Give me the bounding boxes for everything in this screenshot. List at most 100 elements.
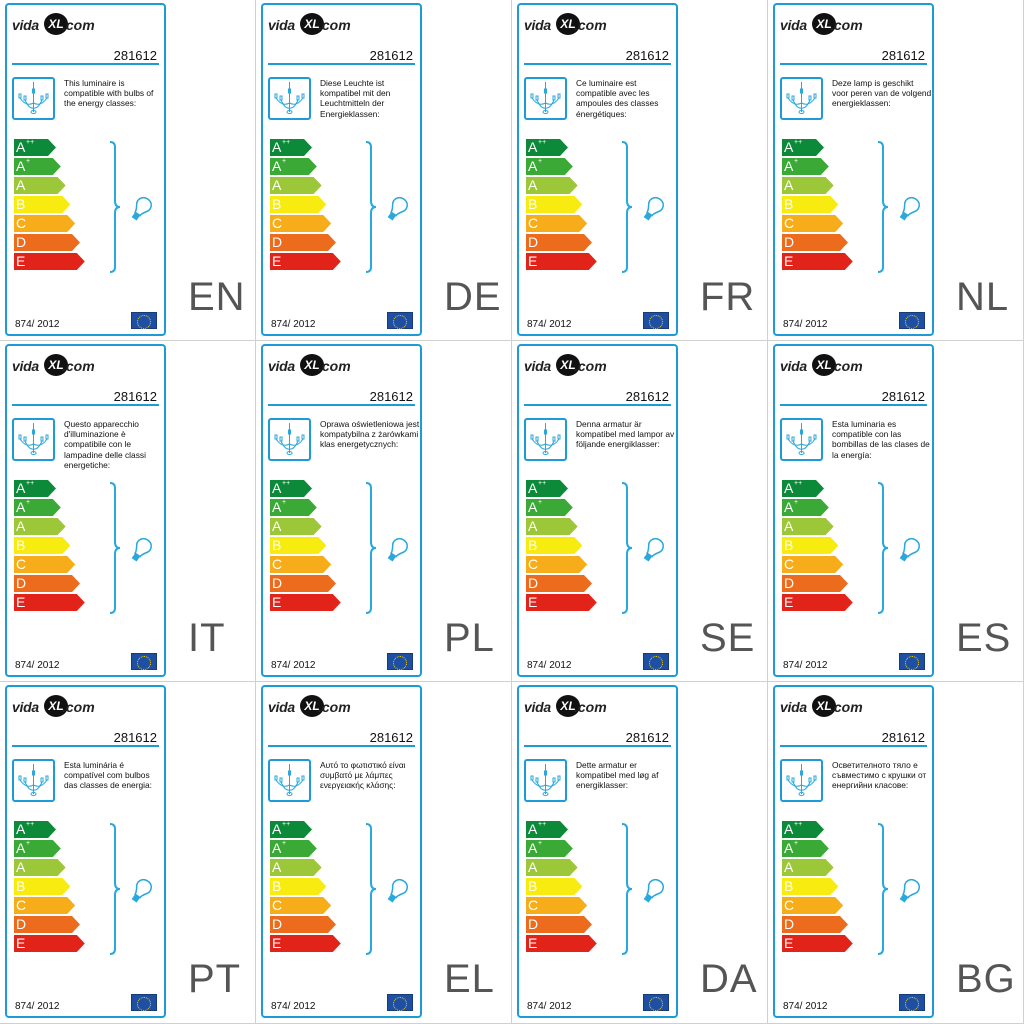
energy-class-scale: A ++ A + A B C D E [14, 139, 85, 279]
energy-class-letter: B [784, 878, 794, 894]
energy-class-letter: D [16, 234, 27, 250]
energy-class-letter: B [784, 537, 794, 553]
energy-class-plus: + [26, 499, 31, 506]
bracket [621, 482, 633, 614]
label-panel-pt: vida XL .com 281612 Esta luminária é compatí… [0, 682, 256, 1024]
product-number: 281612 [113, 48, 157, 63]
energy-class-letter: E [16, 935, 26, 951]
bracket [877, 141, 889, 273]
energy-class-letter: A [272, 499, 282, 515]
language-code: BG [956, 957, 1016, 1001]
energy-class-scale: A ++ A + A B C D E [782, 821, 853, 961]
bulb-icon [899, 537, 920, 562]
eu-flag-icon [643, 653, 669, 670]
energy-class-letter: A [784, 139, 794, 155]
eu-flag-icon [387, 312, 413, 329]
energy-class-letter: D [16, 575, 27, 591]
bracket [365, 141, 377, 273]
energy-class-letter: A [272, 158, 282, 174]
energy-class-letter: A [784, 480, 794, 496]
divider [268, 63, 415, 65]
energy-class-letter: C [16, 215, 27, 231]
energy-label-card: vida XL .com 281612 Dette armatur er kompati… [517, 685, 678, 1018]
energy-class-letter: E [272, 594, 282, 610]
energy-class-scale: A ++ A + A B C D E [782, 139, 853, 279]
language-code: PT [188, 957, 242, 1001]
energy-class-plus: ++ [282, 480, 291, 487]
energy-class-letter: B [528, 537, 538, 553]
energy-class-letter: A [784, 821, 794, 837]
energy-class-letter: C [16, 556, 27, 572]
energy-class-plus: + [282, 158, 287, 165]
energy-class-letter: A [16, 499, 26, 515]
regulation-number: 874/ 2012 [15, 660, 60, 671]
bulb-icon [387, 196, 408, 221]
energy-class-letter: A [16, 480, 26, 496]
energy-class-plus: + [538, 499, 543, 506]
energy-class-letter: A [272, 177, 282, 193]
energy-class-letter: E [272, 253, 282, 269]
energy-class-letter: E [784, 253, 794, 269]
energy-class-scale: A ++ A + A B C D E [270, 821, 341, 961]
bracket [109, 482, 121, 614]
energy-class-scale: A ++ A + A B C D E [14, 480, 85, 620]
regulation-number: 874/ 2012 [271, 660, 316, 671]
label-panel-bg: vida XL .com 281612 Осветителното тяло е съв… [768, 682, 1024, 1024]
chandelier-icon [268, 418, 311, 461]
energy-class-plus: + [282, 499, 287, 506]
product-number: 281612 [369, 730, 413, 745]
compatibility-text: Diese Leuchte ist kompatibel mit den Leu… [320, 78, 391, 119]
eu-flag-icon [387, 994, 413, 1011]
energy-class-letter: A [528, 518, 538, 534]
bulb-icon [387, 537, 408, 562]
bulb-icon [899, 878, 920, 903]
energy-class-letter: D [528, 575, 539, 591]
energy-class-letter: D [528, 916, 539, 932]
energy-class-letter: A [272, 139, 282, 155]
energy-label-card: vida XL .com 281612 This luminaire is compat… [5, 3, 166, 336]
energy-class-letter: E [784, 594, 794, 610]
language-code: EL [444, 957, 495, 1001]
energy-class-plus: + [26, 840, 31, 847]
energy-class-plus: + [538, 840, 543, 847]
compatibility-text: Deze lamp is geschikt voor peren van de … [832, 78, 932, 109]
eu-flag-icon [131, 994, 157, 1011]
energy-class-letter: C [272, 215, 283, 231]
energy-class-letter: A [16, 821, 26, 837]
energy-class-letter: A [16, 158, 26, 174]
label-panel-fr: vida XL .com 281612 Ce luminaire est compati… [512, 0, 768, 341]
energy-class-plus: ++ [26, 480, 35, 487]
label-panel-pl: vida XL .com 281612 Oprawa oświetleniowa jes… [256, 341, 512, 682]
product-number: 281612 [625, 730, 669, 745]
energy-class-letter: A [272, 821, 282, 837]
divider [12, 745, 159, 747]
product-number: 281612 [113, 389, 157, 404]
eu-flag-icon [899, 994, 925, 1011]
energy-label-card: vida XL .com 281612 Deze lamp is geschikt vo… [773, 3, 934, 336]
eu-flag-icon [643, 994, 669, 1011]
product-number: 281612 [625, 389, 669, 404]
energy-class-letter: A [784, 499, 794, 515]
energy-class-letter: B [528, 196, 538, 212]
energy-class-plus: ++ [26, 139, 35, 146]
energy-class-scale: A ++ A + A B C D E [782, 480, 853, 620]
energy-class-letter: C [784, 215, 795, 231]
compatibility-text: Ce luminaire est compatible avec les amp… [576, 78, 659, 119]
energy-class-plus: + [794, 499, 799, 506]
energy-class-letter: A [528, 499, 538, 515]
product-number: 281612 [113, 730, 157, 745]
compatibility-text: Questo apparecchio d'illuminazione è com… [64, 419, 146, 470]
energy-class-letter: A [272, 480, 282, 496]
energy-class-letter: D [784, 575, 795, 591]
energy-class-letter: E [528, 253, 538, 269]
energy-class-letter: A [528, 177, 538, 193]
compatibility-text: Αυτό το φωτιστικό είναι συμβατό με λάμπε… [320, 760, 406, 791]
language-code: EN [188, 275, 246, 319]
energy-class-letter: E [16, 253, 26, 269]
energy-class-letter: C [784, 897, 795, 913]
bulb-icon [131, 537, 152, 562]
divider [524, 745, 671, 747]
energy-class-letter: E [272, 935, 282, 951]
energy-class-letter: A [528, 859, 538, 875]
energy-class-letter: A [784, 177, 794, 193]
